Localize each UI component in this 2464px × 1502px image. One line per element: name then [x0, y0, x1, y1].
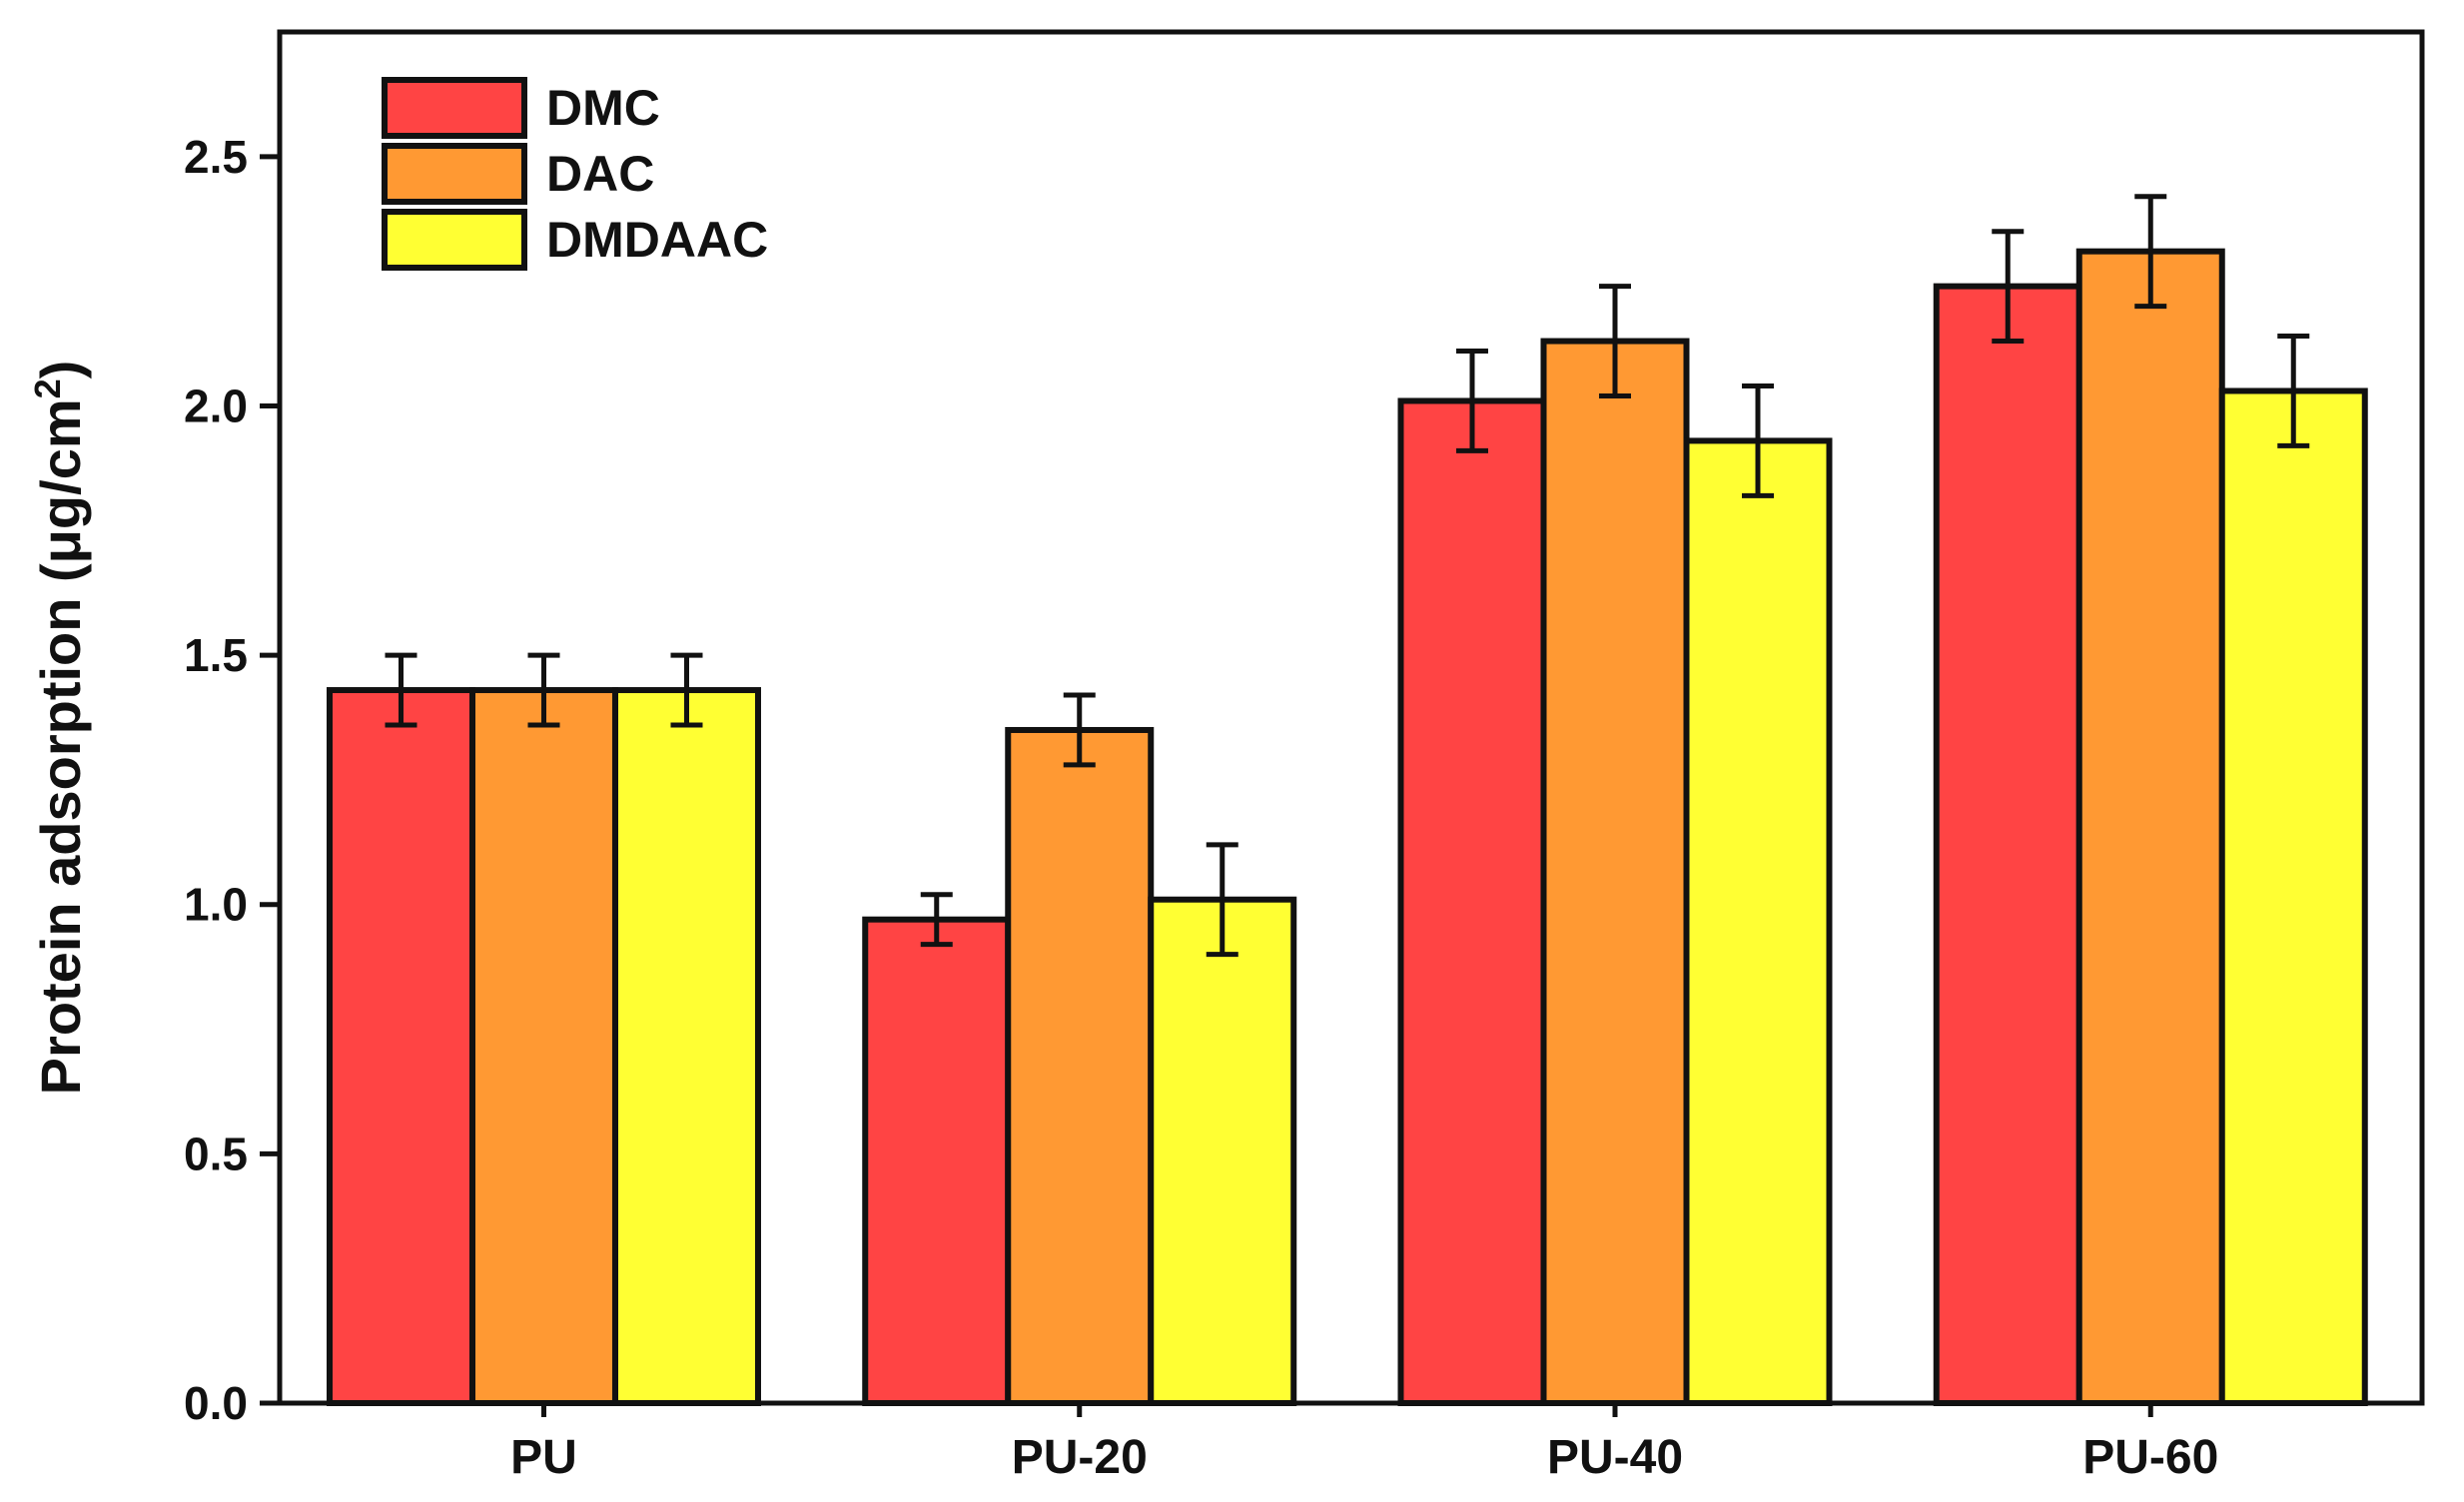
bar-dmdaac-pu-40 — [1683, 437, 1833, 1406]
legend-label-dmdaac: DMDAAC — [546, 212, 768, 268]
y-axis-title: Protein adsorption (μg/cm2) — [27, 361, 93, 1096]
y-tick-label: 0.0 — [184, 1377, 248, 1429]
bar-dac-pu-60 — [2075, 248, 2225, 1406]
bar-dmdaac-pu — [612, 687, 761, 1406]
x-category-label: PU-40 — [1547, 1431, 1683, 1484]
y-tick-label: 0.5 — [184, 1127, 248, 1179]
bar-dmc-pu — [327, 687, 475, 1406]
x-category-label: PU-60 — [2082, 1431, 2218, 1484]
y-axis-title-text: Protein adsorption (μg/cm — [29, 398, 92, 1095]
x-category-label: PU — [510, 1431, 577, 1484]
legend-label-dac: DAC — [546, 146, 654, 202]
legend-swatch-dmdaac — [382, 209, 527, 271]
legend-label-dmc: DMC — [546, 80, 660, 136]
bar-dmc-pu-60 — [1933, 283, 2082, 1406]
bar-dmdaac-pu-20 — [1148, 896, 1297, 1406]
bar-dac-pu — [469, 687, 618, 1406]
legend-swatch-dmc — [382, 77, 527, 139]
y-tick-label: 2.5 — [184, 131, 248, 183]
bar-dmdaac-pu-60 — [2218, 387, 2368, 1406]
plot-frame — [277, 29, 2425, 1406]
bar-dmc-pu-40 — [1397, 397, 1547, 1407]
bar-dac-pu-40 — [1540, 338, 1690, 1407]
y-axis-title-sup: 2 — [27, 378, 68, 398]
legend: DMC DAC DMDAAC — [382, 77, 768, 271]
y-axis-title-close: ) — [29, 361, 92, 379]
legend-swatch-dac — [382, 143, 527, 205]
y-tick-label: 1.5 — [184, 629, 248, 681]
bar-dac-pu-20 — [1005, 726, 1155, 1406]
y-tick-label: 1.0 — [184, 879, 248, 931]
x-category-label: PU-20 — [1012, 1431, 1148, 1484]
y-tick-label: 2.0 — [184, 379, 248, 431]
bar-dmc-pu-20 — [862, 916, 1012, 1406]
